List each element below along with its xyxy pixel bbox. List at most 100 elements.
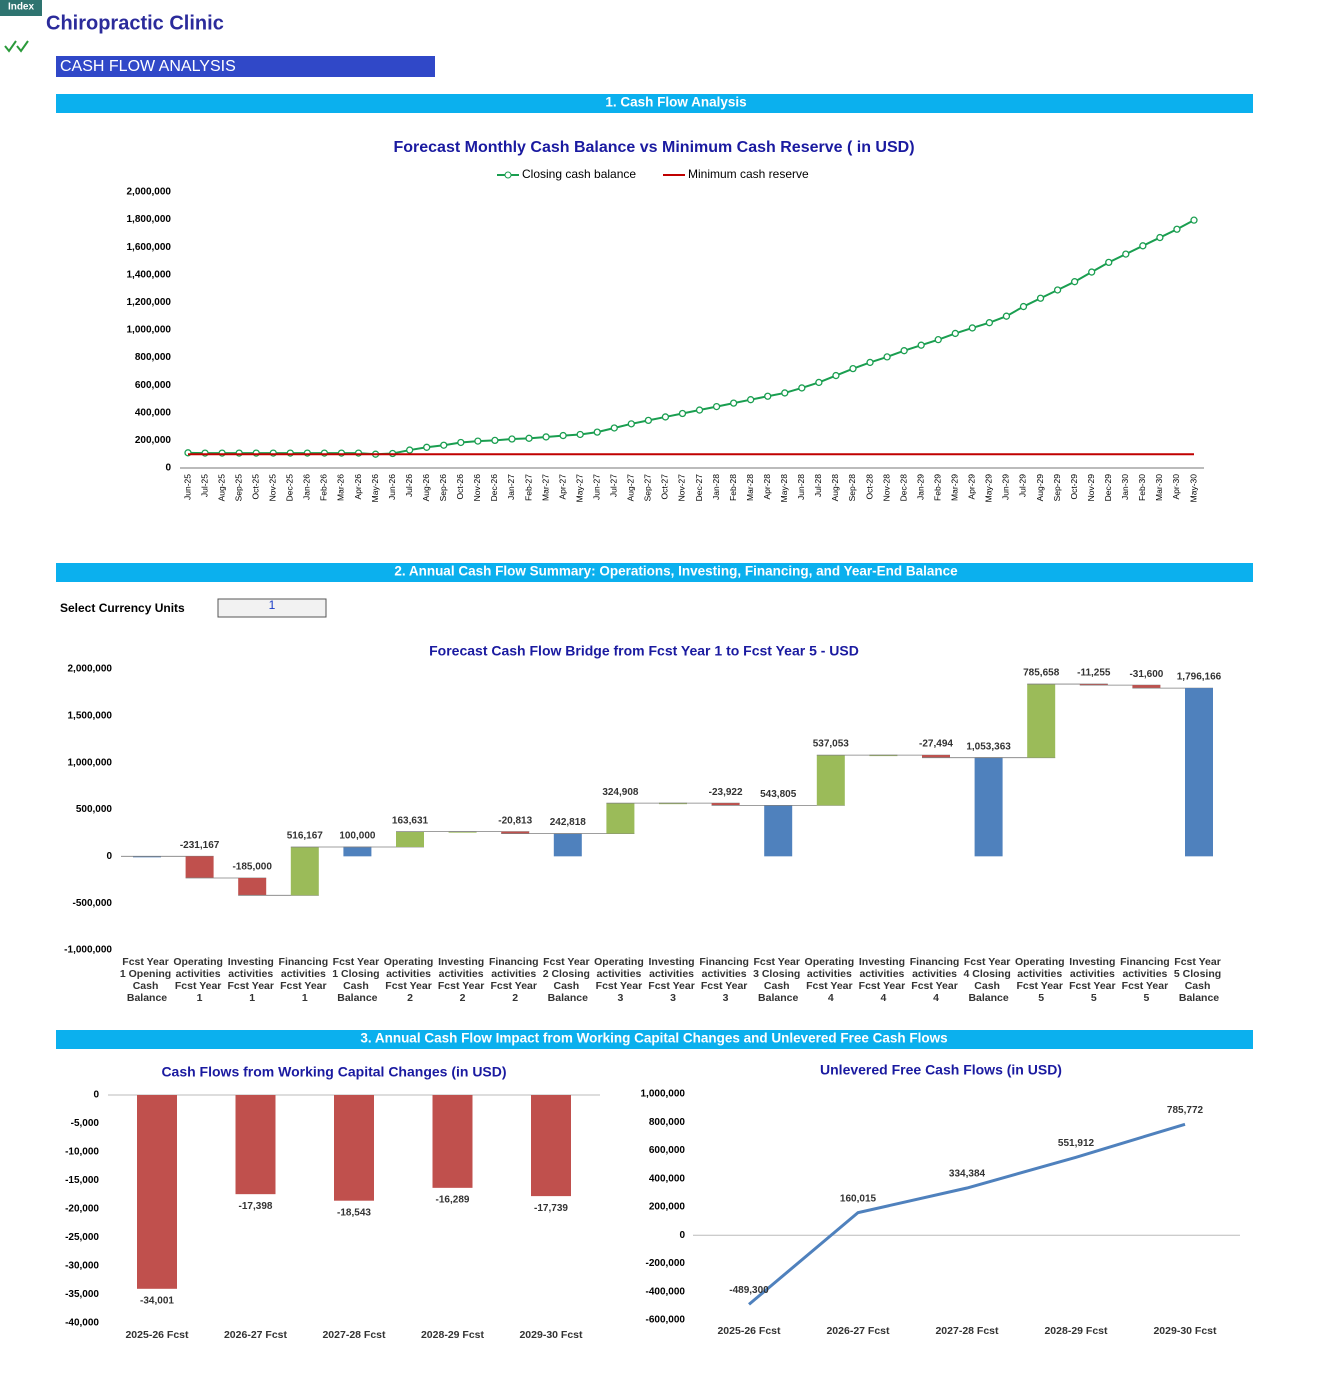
marker	[1036, 294, 1045, 302]
data-label: 516,167	[287, 831, 324, 842]
bar	[659, 803, 687, 805]
marker	[1105, 258, 1113, 267]
currency-input[interactable]	[217, 598, 327, 618]
x-tick-label: Jun-29	[1001, 474, 1011, 500]
marker	[1190, 216, 1198, 224]
marker	[934, 336, 942, 344]
y-tick-label: 1,600,000	[127, 242, 172, 253]
x-tick-label: Sep-26	[438, 474, 448, 502]
x-tick-label: Jan-27	[506, 474, 516, 500]
bar	[448, 831, 477, 833]
y-tick-label: 1,000,000	[641, 1089, 686, 1100]
y-tick-label: 200,000	[135, 435, 172, 446]
bar	[501, 831, 530, 834]
chart-title: Cash Flows from Working Capital Changes …	[161, 1064, 506, 1080]
x-tick-label: Mar-26	[336, 474, 346, 501]
x-tick-label: Sep-27	[643, 474, 653, 502]
x-tick-label: Dec-26	[489, 474, 499, 502]
data-label: 1,053,363	[966, 741, 1011, 752]
y-tick-label: -30,000	[65, 1261, 99, 1272]
x-tick-label: Dec-28	[898, 474, 908, 502]
marker	[1122, 250, 1130, 258]
x-tick-label: Sep-28	[847, 474, 857, 502]
x-tick-label: Nov-29	[1086, 474, 1096, 502]
data-label: 537,053	[813, 739, 850, 750]
bar	[343, 846, 372, 857]
x-tick-label: Dec-25	[285, 474, 295, 502]
x-tick-label: Feb-29	[932, 474, 942, 501]
x-tick-label: Jul-28	[813, 474, 823, 497]
data-label: 551,912	[1058, 1138, 1095, 1149]
data-label: 785,772	[1167, 1105, 1204, 1116]
y-tick-label: -500,000	[73, 898, 113, 909]
marker	[951, 329, 959, 338]
marker	[729, 399, 738, 407]
currency-value[interactable]: 1	[269, 598, 276, 612]
x-tick-label: Apr-29	[967, 474, 977, 500]
y-tick-label: -20,000	[65, 1204, 99, 1215]
marker	[627, 420, 635, 428]
x-tick-label: Apr-26	[353, 474, 363, 500]
index-tab[interactable]	[0, 0, 42, 16]
y-tick-label: 1,000,000	[127, 325, 172, 336]
x-tick-label: Oct-25	[250, 474, 260, 500]
data-label: 163,631	[392, 815, 429, 826]
data-label: -31,600	[1129, 669, 1163, 680]
x-tick-label: Mar-27	[540, 474, 550, 501]
x-tick-label: Aug-28	[830, 474, 840, 502]
chart-title: Unlevered Free Cash Flows (in USD)	[820, 1062, 1062, 1078]
section-box	[56, 56, 435, 77]
marker	[798, 384, 806, 392]
y-tick-label: 400,000	[135, 407, 172, 418]
x-tick-label: Apr-27	[557, 474, 567, 500]
x-tick-label: Mar-29	[950, 474, 960, 501]
x-tick-label: 2026-27 Fcst	[826, 1325, 890, 1337]
x-tick-label: Apr-28	[762, 474, 772, 500]
x-tick-label: Dec-29	[1103, 474, 1113, 502]
x-tick-label: Feb-26	[319, 474, 329, 501]
x-tick-label: Investing activities Fcst Year 5	[1069, 956, 1118, 1004]
x-tick-label: May-28	[779, 474, 789, 503]
bar	[137, 1095, 177, 1289]
marker	[1156, 233, 1164, 242]
bar	[606, 803, 635, 834]
section-title: CASH FLOW ANALYSIS	[60, 58, 236, 75]
bar	[133, 856, 161, 858]
x-tick-label: Sep-25	[233, 474, 243, 502]
x-tick-label: Sep-29	[1052, 474, 1062, 502]
data-label: 543,805	[760, 789, 797, 800]
x-tick-label: Operating activities Fcst Year 2	[384, 956, 437, 1004]
bar	[816, 755, 845, 806]
x-tick-label: Jan-28	[711, 474, 721, 500]
x-tick-label: Jan-30	[1120, 474, 1130, 500]
x-tick-label: Aug-27	[626, 474, 636, 502]
marker	[815, 378, 823, 387]
data-label: -17,398	[239, 1201, 273, 1212]
section-band	[56, 1030, 1253, 1049]
data-label: 242,818	[550, 817, 587, 828]
data-line	[187, 219, 1195, 456]
marker	[764, 392, 772, 400]
x-tick-label: Financing activities Fcst Year 5	[1120, 956, 1173, 1004]
x-tick-label: Aug-26	[421, 474, 431, 502]
y-tick-label: -200,000	[646, 1258, 686, 1269]
chart-title: Forecast Cash Flow Bridge from Fcst Year…	[429, 643, 859, 659]
x-tick-label: Oct-27	[660, 474, 670, 500]
data-label: -20,813	[498, 815, 532, 826]
marker	[525, 434, 533, 442]
data-label: -489,300	[729, 1285, 769, 1296]
marker	[1139, 242, 1147, 250]
marker	[883, 353, 891, 361]
y-tick-label: -10,000	[65, 1147, 99, 1158]
x-tick-label: 2028-29 Fcst	[421, 1329, 485, 1341]
bar	[334, 1095, 374, 1201]
x-tick-label: Investing activities Fcst Year 3	[648, 956, 697, 1004]
index-tab-label[interactable]: Index	[8, 2, 35, 13]
y-tick-label: 600,000	[649, 1145, 686, 1156]
x-tick-label: May-27	[574, 474, 584, 503]
marker	[440, 441, 448, 449]
chart-title: Forecast Monthly Cash Balance vs Minimum…	[393, 139, 914, 156]
x-tick-label: Operating activities Fcst Year 3	[594, 956, 647, 1004]
data-label: 160,015	[840, 1193, 877, 1204]
x-tick-label: Jul-29	[1018, 474, 1028, 497]
